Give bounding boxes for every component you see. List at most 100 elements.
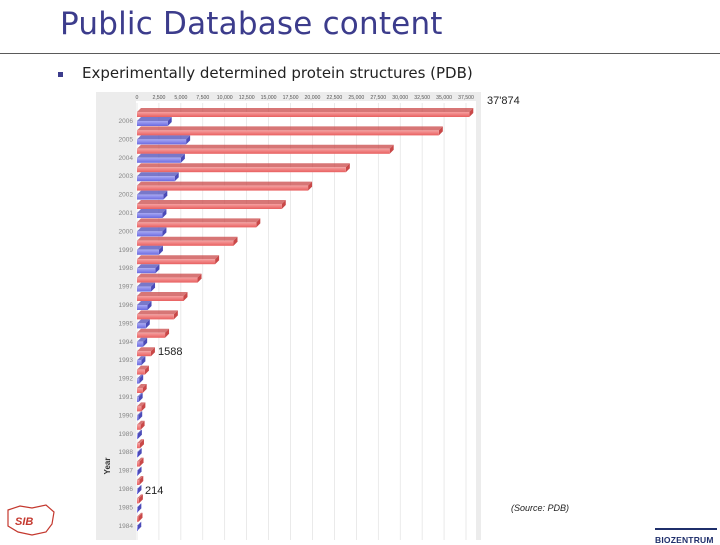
total-bar-face xyxy=(137,424,141,430)
total-bar xyxy=(137,402,146,412)
yearly-bar-face xyxy=(137,489,138,494)
yearly-bar xyxy=(137,172,179,182)
low-value-label: 214 xyxy=(145,485,164,497)
total-bar-face xyxy=(137,204,282,209)
yearly-bar-face xyxy=(137,121,168,126)
category-label: 2000 xyxy=(119,228,134,235)
yearly-bar xyxy=(137,135,191,145)
total-bar xyxy=(137,457,144,467)
total-bar-side xyxy=(438,126,443,136)
yearly-bar-face xyxy=(137,268,156,274)
category-label: 2001 xyxy=(119,210,134,217)
yearly-bar xyxy=(137,429,142,439)
x-tick-label: 25,000 xyxy=(348,95,364,101)
yearly-bar xyxy=(137,190,168,200)
total-bar-face xyxy=(137,222,257,228)
total-bar-top xyxy=(137,365,149,370)
category-label: 2003 xyxy=(119,173,134,180)
x-tick-label: 17,500 xyxy=(283,95,299,101)
slide-title: Public Database content xyxy=(60,6,443,42)
category-label: 1991 xyxy=(119,394,134,401)
total-bar-top xyxy=(137,200,286,204)
total-bar xyxy=(137,328,170,338)
yearly-bar-side xyxy=(137,466,142,476)
svg-text:SIB: SIB xyxy=(15,516,33,528)
total-bar-side xyxy=(141,402,146,412)
total-bar xyxy=(137,420,145,430)
yearly-bar-face xyxy=(137,433,138,439)
total-bar-top xyxy=(137,384,147,388)
yearly-bar xyxy=(137,319,150,329)
total-bar-face xyxy=(137,259,216,265)
total-bar-top xyxy=(137,236,238,241)
total-bar-face xyxy=(137,369,145,375)
total-bar-top xyxy=(137,163,350,168)
total-bar-top xyxy=(137,273,202,278)
total-bar-top xyxy=(137,512,143,517)
yearly-bar-side xyxy=(138,411,143,421)
yearly-bar-top xyxy=(137,521,142,526)
x-tick-label: 12,500 xyxy=(239,95,255,101)
total-bar xyxy=(137,126,443,136)
yearly-bar-side xyxy=(143,337,148,347)
yearly-bar-face xyxy=(137,507,138,513)
yearly-bar-face xyxy=(137,157,181,163)
yearly-bar xyxy=(137,209,167,218)
total-bar xyxy=(137,218,261,228)
yearly-bar-side xyxy=(137,521,142,531)
category-label: 1989 xyxy=(119,431,134,438)
total-bar-side xyxy=(197,273,202,283)
x-tick-label: 2,500 xyxy=(152,95,165,101)
yearly-bar xyxy=(137,356,146,366)
category-label: 2002 xyxy=(119,192,134,199)
total-bar-top xyxy=(137,494,143,499)
total-bar-side xyxy=(138,494,143,504)
yearly-bar-top xyxy=(137,117,172,121)
total-bar-face xyxy=(137,240,234,246)
yearly-bar-face xyxy=(137,415,139,421)
yearly-bar-side xyxy=(145,319,150,329)
yearly-bar-side xyxy=(162,227,167,237)
yearly-bar-side xyxy=(137,448,142,458)
total-bar-side xyxy=(165,328,170,338)
total-bar-face xyxy=(137,406,142,412)
yearly-bar-top xyxy=(137,356,146,361)
category-label: 1995 xyxy=(119,320,134,327)
yearly-bar xyxy=(137,337,148,347)
yearly-bar xyxy=(137,301,152,310)
yearly-bar-face xyxy=(137,194,164,200)
yearly-bar-side xyxy=(137,503,142,513)
yearly-bar-face xyxy=(137,139,187,145)
total-bar xyxy=(137,200,286,209)
yearly-bar-face xyxy=(137,213,163,218)
yearly-bar-side xyxy=(137,429,142,439)
yearly-bar-top xyxy=(137,319,150,324)
total-bar-face xyxy=(137,167,346,173)
yearly-bar-top xyxy=(137,485,142,489)
total-bar-side xyxy=(281,200,286,209)
yearly-bar xyxy=(137,245,163,255)
total-bar-face xyxy=(137,461,140,467)
yearly-bar-side xyxy=(155,264,160,274)
total-bar xyxy=(137,494,143,504)
yearly-bar-top xyxy=(137,411,143,416)
total-bar-face xyxy=(137,480,140,485)
yearly-bar xyxy=(137,282,156,292)
yearly-bar-side xyxy=(186,135,191,145)
yearly-bar-top xyxy=(137,429,142,434)
total-bar-face xyxy=(137,516,139,522)
yearly-bar-side xyxy=(139,374,144,384)
total-bar xyxy=(137,108,474,117)
yearly-bar-top xyxy=(137,245,163,250)
total-bar-face xyxy=(137,296,184,301)
yearly-bar-side xyxy=(141,356,146,366)
bullet-square-icon xyxy=(58,72,63,77)
total-bar-side xyxy=(345,163,350,173)
title-divider xyxy=(0,53,720,54)
x-tick-label: 37,500 xyxy=(458,95,474,101)
yearly-bar-side xyxy=(138,393,143,402)
yearly-bar-top xyxy=(137,135,191,140)
yearly-bar-side xyxy=(137,485,142,494)
max-value-label: 37'874 xyxy=(487,95,520,107)
yearly-bar-side xyxy=(163,190,168,200)
